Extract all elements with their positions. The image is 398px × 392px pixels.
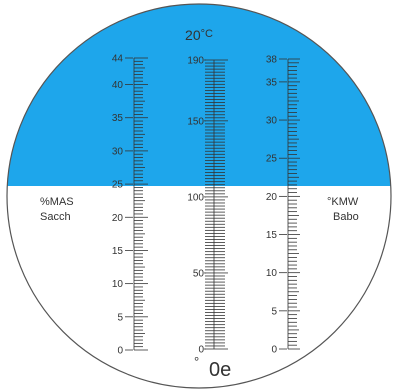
scale-kmw-label: 35 [266, 77, 278, 88]
scale-oe-label: 150 [187, 116, 204, 127]
scale-kmw-label: 5 [271, 306, 277, 317]
scale-oe-label: 100 [187, 192, 204, 203]
scale-kmw: 0 5 10 15 20 25 30 35 38 [266, 55, 300, 356]
temperature-label: 20°C [185, 27, 213, 43]
scale-kmw-label: 10 [266, 268, 278, 279]
scale-kmw-label: 38 [266, 55, 278, 66]
babo-scale-title: Babo [333, 211, 359, 223]
scale-mas-label: 15 [112, 246, 124, 257]
scale-mas-label: 25 [112, 180, 124, 191]
scale-mas-label: 40 [112, 80, 124, 91]
eyepiece-rim [6, 3, 392, 389]
scale-mas-label: 10 [112, 279, 124, 290]
scale-oe: 0 50 100 150 190 [187, 56, 228, 356]
scale-oe-label: 190 [187, 56, 204, 67]
scale-kmw-label: 20 [266, 192, 278, 203]
scale-kmw-label: 0 [271, 345, 277, 356]
scale-kmw-label: 30 [266, 116, 278, 127]
scale-oe-label: 50 [193, 268, 205, 279]
scale-mas: 0 5 10 15 20 25 30 35 40 44 [112, 54, 148, 357]
scale-kmw-label: 15 [266, 230, 278, 241]
scale-mas-label: 20 [112, 213, 124, 224]
scales-group: 0 5 10 15 20 25 30 35 40 44 0 50 100 150 190 0 5 10 15 20 25… [112, 54, 300, 357]
scale-mas-label: 35 [112, 113, 124, 124]
kmw-scale-title: °KMW [327, 196, 359, 208]
scale-mas-label: 0 [117, 346, 123, 357]
scale-kmw-label: 25 [266, 154, 278, 165]
sacch-scale-title: Sacch [40, 211, 71, 223]
oechsle-scale-title: 0e [209, 359, 231, 381]
scale-mas-label: 30 [112, 146, 124, 157]
scale-mas-label: 5 [117, 312, 123, 323]
scale-mas-label: 44 [112, 54, 124, 65]
scale-oe-label: 0 [198, 345, 204, 356]
mas-scale-title: %MAS [40, 196, 74, 208]
oechsle-degree-symbol: ° [194, 354, 199, 369]
